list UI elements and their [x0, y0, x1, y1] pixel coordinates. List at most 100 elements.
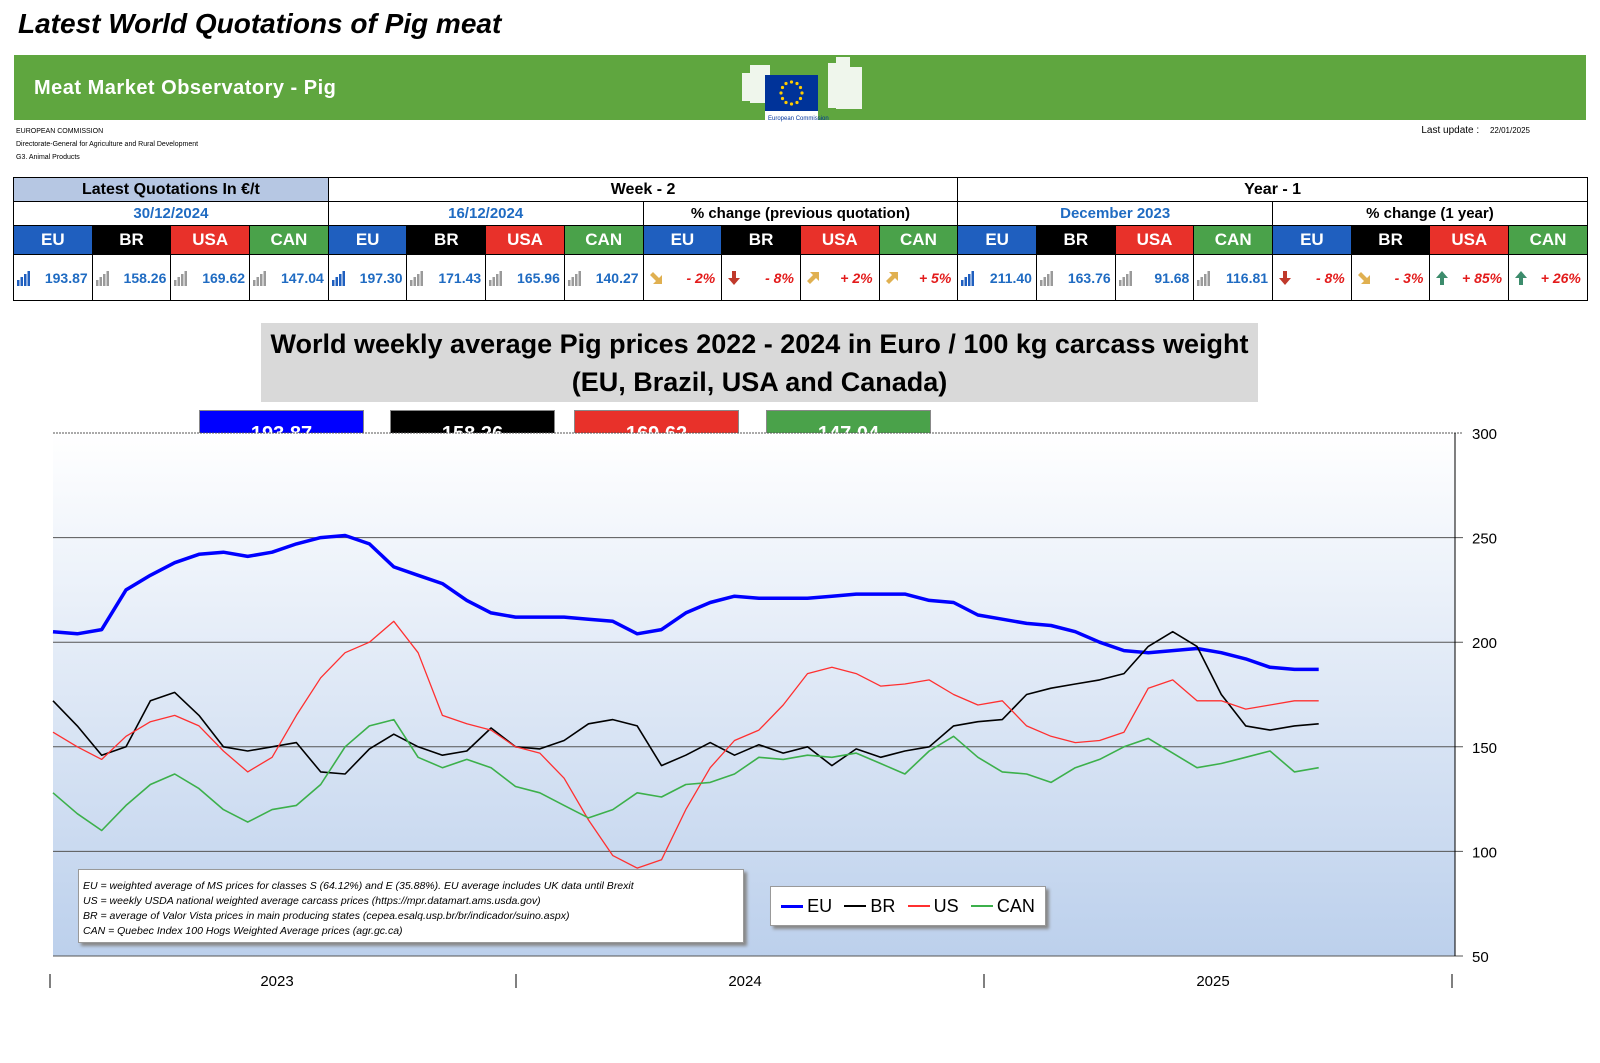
- bar-chart-icon: [1118, 270, 1132, 286]
- european-commission-logo-icon: European Commission: [742, 57, 862, 135]
- bar-chart-icon: [174, 270, 188, 286]
- week_pct-eu: - 2%: [642, 254, 723, 301]
- legend-eu: EU: [781, 896, 832, 917]
- value-text: 165.96: [517, 269, 560, 286]
- bar-chart-icon: [567, 270, 581, 286]
- country-header-can: CAN: [249, 225, 329, 255]
- org-line: G3. Animal Products: [16, 154, 80, 161]
- series-line-us: [52, 620, 1319, 869]
- year-value-can: 116.81: [1193, 254, 1274, 301]
- chart-title-line2: (EU, Brazil, USA and Canada): [571, 367, 948, 397]
- country-header-can: CAN: [878, 225, 959, 255]
- pct-text: + 85%: [1462, 269, 1503, 286]
- bar-chart-icon: [95, 270, 109, 286]
- value-text: 171.43: [438, 269, 482, 286]
- year-value-usa: 91.68: [1114, 254, 1195, 301]
- header-banner: Meat Market Observatory - Pig European C…: [14, 55, 1586, 135]
- country-header-usa: USA: [799, 225, 880, 255]
- y-tick-label: 100: [1472, 844, 1497, 861]
- country-header-usa: USA: [170, 225, 251, 255]
- org-line: Directorate-General for Agriculture and …: [16, 141, 199, 148]
- note-br: BR = average of Valor Vista prices in ma…: [83, 910, 570, 922]
- y-tick-label: 150: [1472, 740, 1497, 757]
- bar-chart-icon: [17, 270, 30, 286]
- last-update-label: Last update :: [1421, 125, 1480, 136]
- country-header-br: BR: [406, 225, 487, 255]
- legend-us: US: [907, 896, 959, 917]
- x-tick-label: 2025: [1196, 973, 1229, 990]
- x-tick-label: 2024: [728, 973, 761, 990]
- year_pct-br: - 3%: [1350, 254, 1431, 301]
- legend-br: BR: [844, 896, 895, 917]
- chart-title: World weekly average Pig prices 2022 - 2…: [261, 323, 1258, 402]
- value-text: 193.87: [44, 269, 88, 286]
- header-week: Week - 2: [327, 177, 959, 202]
- pct-text: - 8%: [765, 269, 794, 286]
- date-week: 16/12/2024: [327, 201, 644, 226]
- country-header-br: BR: [1350, 225, 1431, 255]
- latest-value-usa: 169.62: [170, 254, 251, 301]
- logo-text: European Commission: [768, 116, 829, 122]
- week_pct-br: - 8%: [721, 254, 801, 301]
- pct-year-label: % change (1 year): [1272, 201, 1588, 226]
- up-right-arrow-icon: [806, 271, 819, 284]
- down-right-arrow-icon: [649, 271, 662, 284]
- year_pct-eu: - 8%: [1272, 254, 1352, 301]
- week_pct-can: + 5%: [878, 254, 959, 301]
- year_pct-usa: + 85%: [1429, 254, 1510, 301]
- bar-chart-icon: [331, 270, 345, 286]
- pct-text: + 26%: [1540, 269, 1581, 286]
- up-arrow-icon: [1515, 270, 1528, 285]
- latest-value-eu: 193.87: [13, 254, 93, 301]
- down-right-arrow-icon: [1357, 271, 1370, 284]
- country-row: EU BR USA CAN EU BR USA CAN EU BR USA CAN EU BR USA CAN…: [13, 225, 1588, 255]
- value-text: 147.04: [280, 269, 324, 286]
- year-value-br: 163.76: [1035, 254, 1116, 301]
- value-text: 140.27: [595, 269, 639, 286]
- down-arrow-icon: [728, 270, 741, 285]
- value-text: 158.26: [123, 269, 167, 286]
- note-eu: EU = weighted average of MS prices for c…: [83, 880, 634, 892]
- date-latest: 30/12/2024: [13, 201, 329, 226]
- organisation-info: EUROPEAN COMMISSION Directorate-General …: [16, 125, 198, 164]
- year_pct-can: + 26%: [1508, 254, 1588, 301]
- pct-text: - 2%: [686, 269, 716, 286]
- value-text: 197.30: [359, 269, 403, 286]
- note-can: CAN = Quebec Index 100 Hogs Weighted Ave…: [83, 925, 403, 937]
- country-header-eu: EU: [642, 225, 723, 255]
- chart-legend: EU BR US CAN: [770, 886, 1046, 926]
- bar-chart-icon: [961, 270, 975, 286]
- x-tick-label: 2023: [260, 973, 293, 990]
- bar-chart-icon: [489, 270, 503, 286]
- price-line-chart: 300 250 200 150 100 50 2023 2024 2025: [49, 426, 1497, 990]
- country-header-can: CAN: [563, 225, 644, 255]
- quotations-table: Latest Quotations In €/t Week - 2 Year -…: [13, 177, 1588, 301]
- pct-text: - 8%: [1315, 269, 1345, 286]
- week-value-usa: 165.96: [485, 254, 565, 301]
- country-header-usa: USA: [485, 225, 565, 255]
- country-header-eu: EU: [957, 225, 1037, 255]
- date-year: December 2023: [957, 201, 1274, 226]
- value-text: 116.81: [1225, 269, 1269, 286]
- value-text: 169.62: [202, 269, 246, 286]
- org-line: EUROPEAN COMMISSION: [16, 128, 104, 135]
- pct-text: + 5%: [918, 269, 952, 286]
- source-notes: EU = weighted average of MS prices for c…: [78, 869, 744, 943]
- bar-chart-icon: [1039, 270, 1053, 286]
- series-line-eu: [52, 533, 1319, 672]
- pct-text: - 3%: [1394, 269, 1424, 286]
- header-year: Year - 1: [957, 177, 1588, 202]
- latest-value-can: 147.04: [249, 254, 329, 301]
- country-header-can: CAN: [1193, 225, 1274, 255]
- country-header-br: BR: [91, 225, 172, 255]
- note-us: US = weekly USDA national weighted avera…: [83, 895, 541, 907]
- y-tick-label: 300: [1472, 426, 1497, 443]
- country-header-eu: EU: [1272, 225, 1352, 255]
- bar-chart-icon: [1197, 270, 1211, 286]
- value-text: 163.76: [1067, 269, 1111, 286]
- down-arrow-icon: [1279, 270, 1292, 285]
- country-header-eu: EU: [13, 225, 93, 255]
- country-header-usa: USA: [1114, 225, 1195, 255]
- series-line-can: [52, 718, 1319, 832]
- y-tick-label: 250: [1472, 531, 1497, 548]
